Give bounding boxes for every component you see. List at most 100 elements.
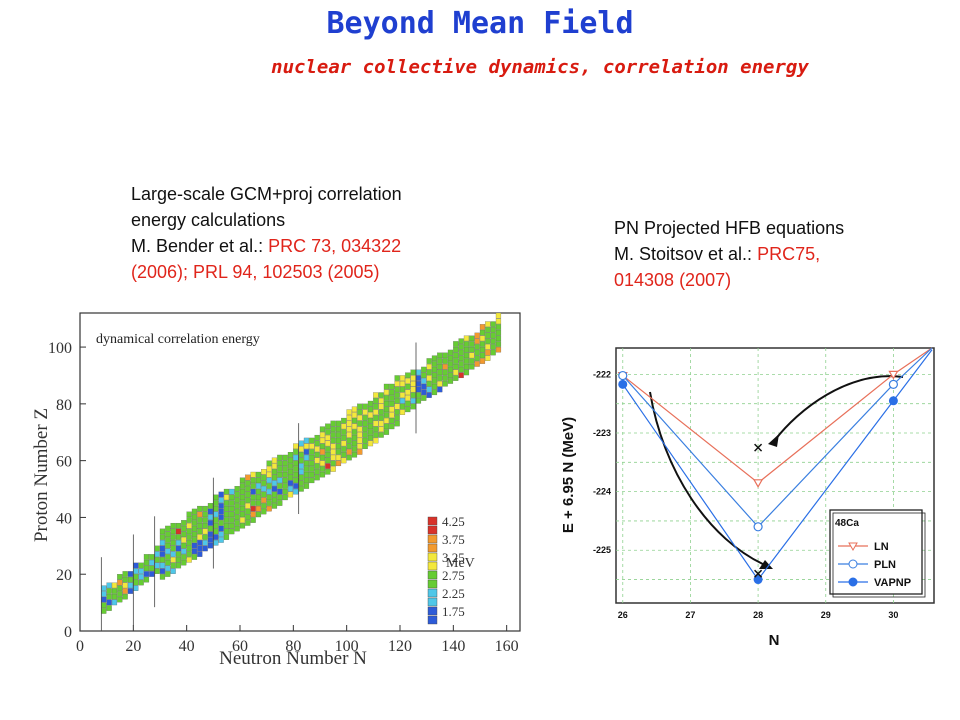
heatmap-cell — [202, 528, 208, 535]
y-tick-label: 20 — [56, 567, 72, 584]
heatmap-cell — [341, 452, 347, 458]
heatmap-cell — [405, 406, 411, 413]
heatmap-cell — [325, 452, 331, 458]
heatmap-cell — [469, 358, 475, 364]
heatmap-cell — [165, 571, 171, 577]
heatmap-cell — [341, 440, 347, 447]
heatmap-cell — [421, 366, 427, 373]
heatmap-cell — [426, 369, 432, 376]
x-axis-label: Neutron Number N — [219, 648, 367, 669]
heatmap-cell — [271, 480, 278, 486]
heatmap-cell — [362, 403, 368, 410]
heatmap-cell — [143, 565, 150, 572]
heatmap-cell — [495, 312, 502, 319]
heatmap-cell — [415, 381, 422, 387]
heatmap-cell — [202, 534, 208, 540]
heatmap-cell — [479, 341, 486, 347]
heatmap-cell — [458, 355, 464, 361]
heatmap-cell — [325, 463, 331, 469]
colorbar-label: 4.25 — [442, 514, 465, 529]
heatmap-cell — [191, 542, 198, 549]
heatmap-cell — [202, 522, 208, 529]
heatmap-cell — [394, 420, 400, 427]
heatmap-cell — [346, 409, 352, 415]
heatmap-cell — [277, 494, 283, 501]
heatmap-cell — [138, 579, 144, 586]
colorbar-swatch — [427, 552, 438, 562]
heatmap-cell — [266, 466, 272, 472]
heatmap-cell — [314, 474, 320, 481]
heatmap-cell — [495, 341, 502, 347]
heatmap-cell — [458, 366, 464, 373]
heatmap-cell — [207, 520, 214, 526]
y-tick-label: 40 — [56, 510, 72, 527]
heatmap-cell — [378, 420, 384, 427]
heatmap-cell — [479, 358, 486, 364]
heatmap-cell — [122, 576, 128, 583]
right-caption-reference[interactable]: PRC75, — [757, 244, 821, 264]
heatmap-cell — [442, 375, 448, 381]
heatmap-cell — [229, 494, 235, 501]
heatmap-cell — [303, 449, 310, 455]
heatmap-cell — [218, 525, 224, 532]
heatmap-cell — [245, 480, 251, 486]
heatmap-cell — [378, 403, 384, 410]
heatmap-cell — [223, 488, 230, 495]
left-caption-reference-2[interactable]: (2006); PRL 94, 102503 (2005) — [131, 262, 380, 282]
y-axis-label: Proton Number Z — [31, 408, 52, 542]
heatmap-cell — [133, 562, 139, 569]
heatmap-cell — [255, 483, 262, 489]
heatmap-cell — [389, 400, 395, 407]
heatmap-cell — [383, 417, 390, 424]
heatmap-cell — [341, 434, 347, 441]
heatmap-cell — [431, 378, 438, 384]
heatmap-cell — [319, 437, 326, 444]
heatmap-cell — [383, 383, 390, 390]
heatmap-cell — [405, 378, 411, 384]
heatmap-cell — [181, 559, 187, 566]
heatmap-cell — [229, 522, 235, 529]
heatmap-cell — [378, 432, 384, 438]
marker-vapnp — [888, 396, 898, 406]
heatmap-cell — [490, 332, 496, 339]
colorbar-swatch — [427, 534, 438, 544]
heatmap-cell — [181, 537, 187, 543]
heatmap-cell — [431, 355, 438, 361]
heatmap-cell — [373, 409, 379, 415]
heatmap-cell — [197, 551, 203, 557]
heatmap-cell — [351, 434, 358, 441]
heatmap-cell — [218, 491, 224, 498]
heatmap-cell — [399, 409, 406, 415]
heatmap-cell — [255, 505, 262, 512]
heatmap-cell — [159, 568, 166, 574]
heatmap-cell — [282, 466, 288, 472]
heatmap-cell — [335, 460, 342, 467]
x-tick-label: 80 — [285, 638, 301, 655]
heatmap-cell — [191, 554, 198, 560]
heatmap-cell — [261, 497, 267, 503]
heatmap-cell — [117, 596, 123, 603]
left-caption-reference[interactable]: PRC 73, 034322 — [268, 236, 402, 256]
heatmap-cell — [106, 593, 112, 600]
heatmap-cell — [122, 588, 128, 594]
heatmap-cell — [266, 494, 272, 501]
heatmap-cell — [474, 344, 480, 350]
legend-label: PLN — [874, 559, 896, 571]
magic-number-lines — [100, 342, 417, 631]
heatmap-cell — [309, 466, 315, 472]
heatmap-cell — [426, 392, 432, 398]
heatmap-cell — [293, 466, 299, 472]
right-caption-reference-2[interactable]: 014308 (2007) — [614, 270, 732, 290]
heatmap-cell — [453, 341, 459, 347]
heatmap-cell — [111, 599, 118, 606]
heatmap-cell — [191, 525, 198, 532]
heatmap-cell — [485, 321, 491, 327]
x-tick-label: 26 — [618, 610, 628, 620]
heatmap-cell — [490, 344, 496, 350]
heatmap-cell — [170, 528, 176, 535]
heatmap-cell — [485, 344, 491, 350]
heatmap-cell — [170, 551, 176, 557]
x-tick-label: 40 — [179, 638, 195, 655]
heatmap-cell — [319, 432, 326, 438]
heatmap-cell — [362, 437, 368, 444]
